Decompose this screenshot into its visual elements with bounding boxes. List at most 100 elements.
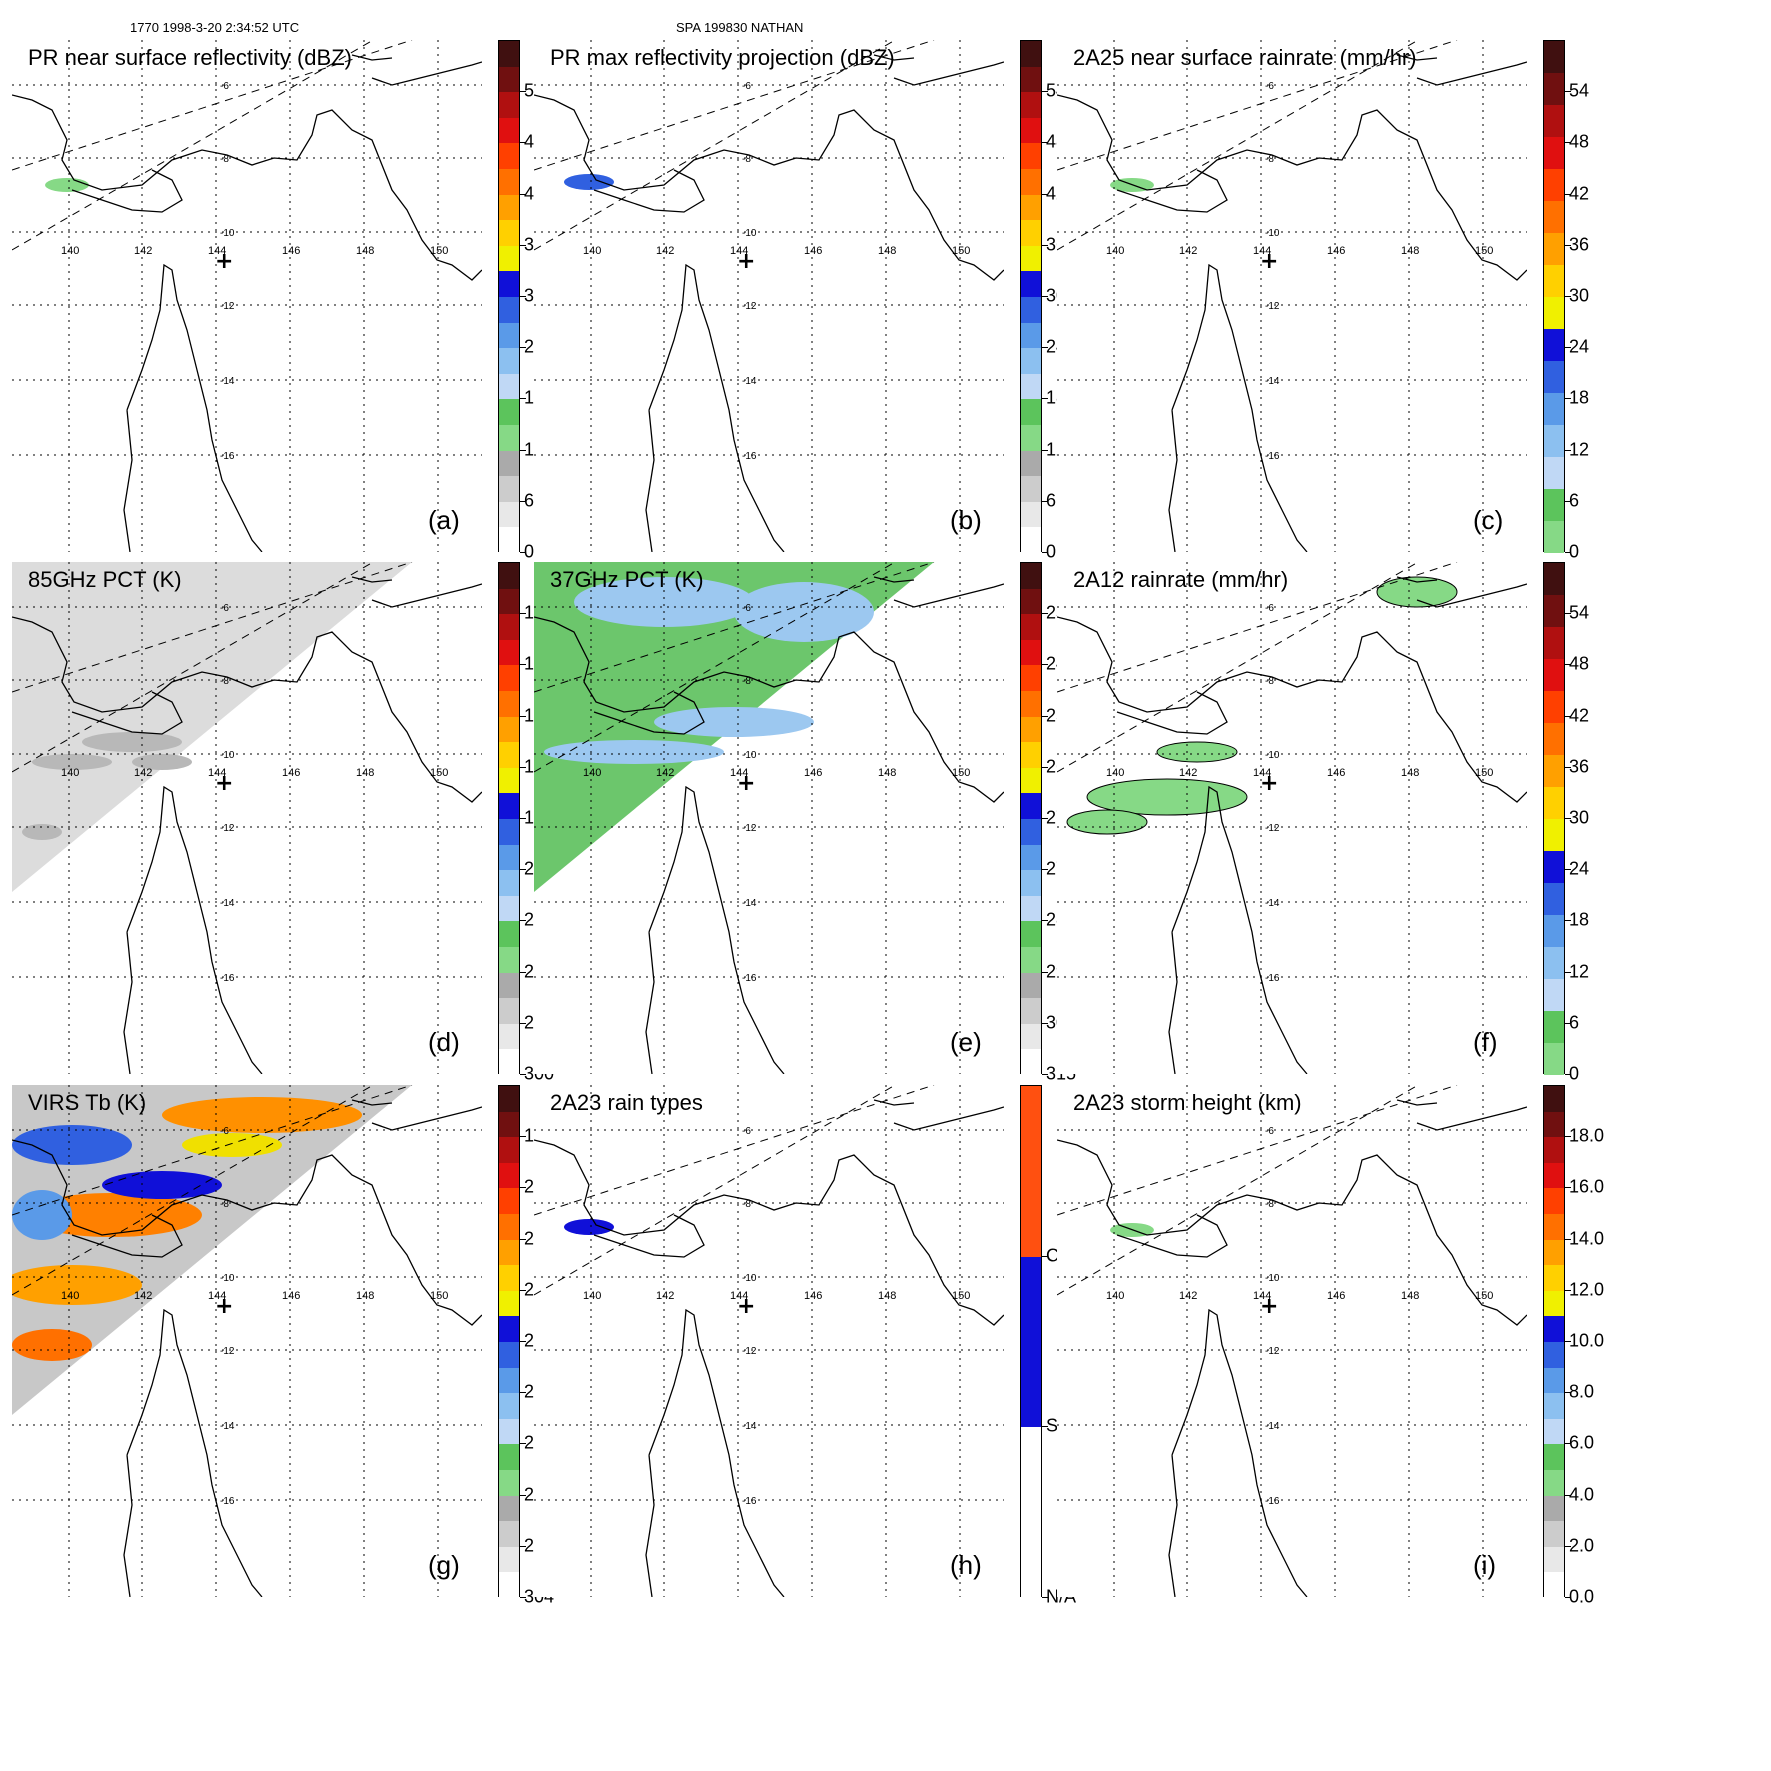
colorbar-swatch	[1544, 105, 1564, 137]
colorbar-tick-label: 0	[1046, 541, 1057, 562]
colorbar-tickmark	[1565, 1289, 1571, 1291]
lat-label: -16	[1265, 973, 1280, 984]
storm-center-marker: +	[1260, 771, 1278, 796]
colorbar-tick-label: 6	[524, 490, 535, 511]
lat-label: -14	[742, 376, 757, 387]
colorbar-swatch	[499, 972, 519, 999]
lat-label: -14	[220, 898, 235, 909]
cloud-top-area	[12, 1190, 72, 1240]
colorbar-swatch	[1021, 271, 1041, 297]
lat-label: -14	[1265, 898, 1280, 909]
colorbar-tickmark	[1042, 1022, 1048, 1024]
colorbar-swatch	[1021, 742, 1041, 768]
colorbar-swatch	[499, 194, 519, 221]
coastline	[593, 1214, 705, 1258]
lon-label: 140	[1106, 245, 1124, 257]
colorbar-tick-label: 0	[1569, 1063, 1580, 1084]
colorbar-tick-label: 24	[1569, 858, 1590, 879]
lat-label: -14	[742, 898, 757, 909]
swath-edge	[534, 562, 935, 693]
colorbar-swatch	[1021, 767, 1041, 794]
colorbar	[1543, 1085, 1565, 1598]
colorbar	[1543, 562, 1565, 1075]
colorbar-swatch	[1544, 883, 1564, 915]
panel-d: +140 142 144 146 148 150 -6 -8 -10 -12 -14 -16 85GHz…	[0, 522, 570, 1084]
panel-title: 37GHz PCT (K)	[550, 567, 704, 592]
colorbar-swatch	[499, 1495, 519, 1522]
colorbar-tickmark	[520, 766, 526, 768]
colorbar-tickmark	[1565, 1494, 1571, 1496]
coastline	[1396, 576, 1527, 608]
colorbar-tickmark	[520, 1443, 526, 1445]
coastline	[1057, 94, 1527, 281]
map-area: +140 142 144 146 148 150 -6 -8 -10 -12 -14 -16	[534, 1085, 1004, 1597]
storm-center-marker: +	[737, 771, 755, 796]
colorbar-swatch	[1021, 639, 1041, 666]
cloud-top-area	[12, 1329, 92, 1361]
panel-h: +140 142 144 146 148 150 -6 -8 -10 -12 -14 -16 2A23 …	[522, 1045, 1092, 1607]
colorbar-swatch	[1021, 373, 1041, 400]
colorbar-swatch	[499, 220, 519, 246]
colorbar-swatch	[1544, 851, 1564, 883]
colorbar-tickmark	[520, 613, 526, 615]
lon-label: 144	[208, 245, 226, 257]
lon-label: 140	[583, 767, 601, 779]
lat-label: -6	[742, 1126, 751, 1137]
storm-center-marker: +	[737, 1294, 755, 1319]
rain-area	[1376, 576, 1458, 608]
colorbar-tickmark	[520, 244, 526, 246]
colorbar-swatch	[1021, 972, 1041, 999]
cold-pct-area	[32, 754, 112, 770]
swath-edge	[12, 40, 375, 251]
storm-center-marker: +	[215, 1294, 233, 1319]
lon-label: 144	[1253, 767, 1271, 779]
colorbar-swatch	[1021, 399, 1041, 425]
colorbar-swatch	[1544, 1316, 1564, 1342]
colorbar-swatch	[1021, 143, 1041, 169]
colorbar-swatch	[1544, 1393, 1564, 1419]
lon-label: 142	[656, 1290, 674, 1302]
colorbar-swatch	[1021, 41, 1041, 67]
colorbar-swatch	[499, 92, 519, 118]
colorbar-swatch	[499, 322, 519, 349]
colorbar-swatch	[499, 1188, 519, 1214]
lon-label: 146	[282, 1290, 300, 1302]
lon-label: 140	[61, 1290, 79, 1302]
lat-label: -14	[220, 376, 235, 387]
colorbar-swatch	[1021, 92, 1041, 118]
panel-label: (h)	[950, 1550, 982, 1580]
lon-label: 148	[1401, 245, 1419, 257]
lat-label: -12	[1265, 301, 1280, 312]
map-canvas: +140 142 144 146 148 150 -6 -8 -10 -12 -14 -16	[534, 1085, 1004, 1597]
lat-label: -10	[1265, 750, 1280, 761]
colorbar-swatch	[1544, 723, 1564, 755]
colorbar-tick-label: 12	[1569, 961, 1590, 982]
colorbar-tickmark	[1042, 715, 1048, 717]
colorbar-tickmark	[1565, 1443, 1571, 1445]
colorbar-tickmark	[1565, 971, 1571, 973]
colorbar-swatch	[499, 716, 519, 743]
colorbar-swatch	[1544, 1011, 1564, 1043]
colorbar-swatch	[499, 793, 519, 819]
colorbar-tick-label: 18	[1569, 387, 1590, 408]
colorbar-swatch	[1544, 755, 1564, 787]
colorbar-swatch	[499, 450, 519, 477]
colorbar-tickmark	[1565, 1597, 1571, 1598]
colorbar-tickmark	[1042, 244, 1048, 246]
colorbar-tick-label: 36	[1569, 756, 1590, 777]
colorbar-tick-label: 54	[1569, 602, 1590, 623]
colorbar-tick-label: 48	[1569, 653, 1590, 674]
colorbar-swatch	[1021, 527, 1041, 553]
coastline	[1057, 616, 1527, 803]
colorbar-tick-label: 0	[524, 541, 535, 562]
colorbar-swatch	[499, 527, 519, 553]
lon-label: 140	[61, 767, 79, 779]
lon-label: 144	[730, 1290, 748, 1302]
lat-label: -10	[742, 750, 757, 761]
lon-label: 148	[1401, 1290, 1419, 1302]
colorbar-tickmark	[520, 818, 526, 819]
lat-label: -12	[742, 823, 757, 834]
panel-title: 2A12 rainrate (mm/hr)	[1073, 567, 1289, 592]
colorbar-swatch	[1544, 265, 1564, 297]
colorbar-swatch	[1021, 117, 1041, 144]
